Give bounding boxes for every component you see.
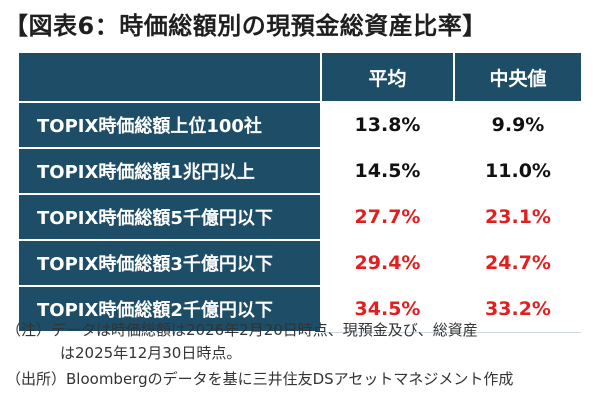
table-row: TOPIX時価総額上位100社 13.8% 9.9% xyxy=(17,101,583,149)
note-line-1: （注）データは時価総額は2026年2月20日時点、現預金及び、総資産 xyxy=(6,321,478,339)
cell-mean: 34.5% xyxy=(320,285,455,333)
table-row: TOPIX時価総額3千億円以下 29.4% 24.7% xyxy=(17,239,583,287)
table-row: TOPIX時価総額2千億円以下 34.5% 33.2% xyxy=(17,285,583,333)
source-line: （出所）Bloombergのデータを基に三井住友DSアセットマネジメント作成 xyxy=(6,370,514,388)
row-label: TOPIX時価総額3千億円以下 xyxy=(17,239,322,287)
cell-mean: 14.5% xyxy=(320,147,455,195)
row-label: TOPIX時価総額5千億円以下 xyxy=(17,193,322,241)
column-header-median: 中央値 xyxy=(453,51,583,103)
table-header-row: 平均 中央値 xyxy=(17,51,583,103)
row-label: TOPIX時価総額2千億円以下 xyxy=(17,285,322,333)
cell-mean: 29.4% xyxy=(320,239,455,287)
row-label: TOPIX時価総額1兆円以上 xyxy=(17,147,322,195)
column-header-mean: 平均 xyxy=(320,51,455,103)
table-row: TOPIX時価総額1兆円以上 14.5% 11.0% xyxy=(17,147,583,195)
note-line-2: は2025年12月30日時点。 xyxy=(60,344,242,362)
cell-median: 24.7% xyxy=(453,239,583,287)
cell-median: 33.2% xyxy=(453,285,583,333)
cell-median: 9.9% xyxy=(453,101,583,149)
cell-median: 11.0% xyxy=(453,147,583,195)
cell-mean: 27.7% xyxy=(320,193,455,241)
row-label: TOPIX時価総額上位100社 xyxy=(17,101,322,149)
data-table: 平均 中央値 TOPIX時価総額上位100社 13.8% 9.9% TOPIX時価総額… xyxy=(17,51,583,333)
cell-median: 23.1% xyxy=(453,193,583,241)
table-row: TOPIX時価総額5千億円以下 27.7% 23.1% xyxy=(17,193,583,241)
header-blank-cell xyxy=(17,51,322,103)
figure-title: 【図表6：時価総額別の現預金総資産比率】 xyxy=(4,12,487,40)
cell-mean: 13.8% xyxy=(320,101,455,149)
